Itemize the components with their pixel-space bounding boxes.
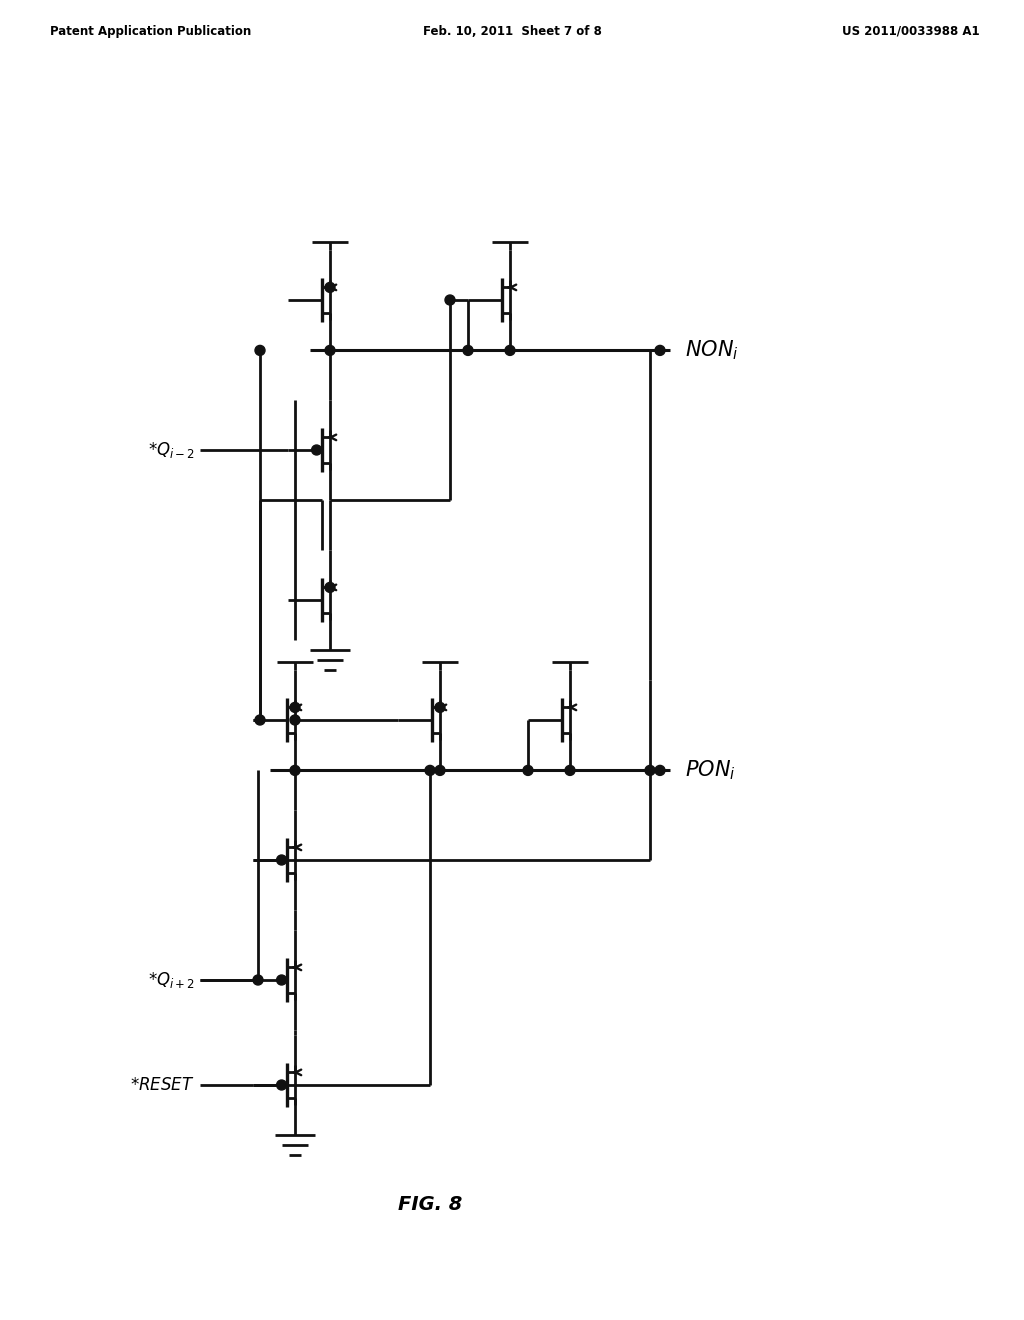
Text: $*RESET$: $*RESET$ — [130, 1076, 195, 1094]
Text: $PON_i$: $PON_i$ — [685, 759, 735, 783]
Text: Feb. 10, 2011  Sheet 7 of 8: Feb. 10, 2011 Sheet 7 of 8 — [423, 25, 601, 38]
Circle shape — [435, 702, 445, 713]
Circle shape — [276, 1080, 287, 1090]
Text: Patent Application Publication: Patent Application Publication — [50, 25, 251, 38]
Circle shape — [311, 445, 322, 455]
Circle shape — [325, 582, 335, 593]
Circle shape — [645, 766, 655, 775]
Circle shape — [505, 346, 515, 355]
Text: $NON_i$: $NON_i$ — [685, 339, 738, 362]
Circle shape — [290, 766, 300, 775]
Circle shape — [325, 346, 335, 355]
Circle shape — [255, 715, 265, 725]
Text: $*Q_{i-2}$: $*Q_{i-2}$ — [147, 440, 195, 459]
Circle shape — [255, 346, 265, 355]
Circle shape — [445, 294, 455, 305]
Circle shape — [425, 766, 435, 775]
Circle shape — [325, 282, 335, 293]
Circle shape — [290, 715, 300, 725]
Circle shape — [565, 766, 575, 775]
Circle shape — [253, 975, 263, 985]
Circle shape — [435, 766, 445, 775]
Circle shape — [523, 766, 534, 775]
Text: $*Q_{i+2}$: $*Q_{i+2}$ — [147, 970, 195, 990]
Text: US 2011/0033988 A1: US 2011/0033988 A1 — [843, 25, 980, 38]
Circle shape — [290, 702, 300, 713]
Text: FIG. 8: FIG. 8 — [397, 1196, 462, 1214]
Circle shape — [655, 766, 665, 775]
Circle shape — [655, 346, 665, 355]
Circle shape — [463, 346, 473, 355]
Circle shape — [276, 855, 287, 865]
Circle shape — [276, 975, 287, 985]
